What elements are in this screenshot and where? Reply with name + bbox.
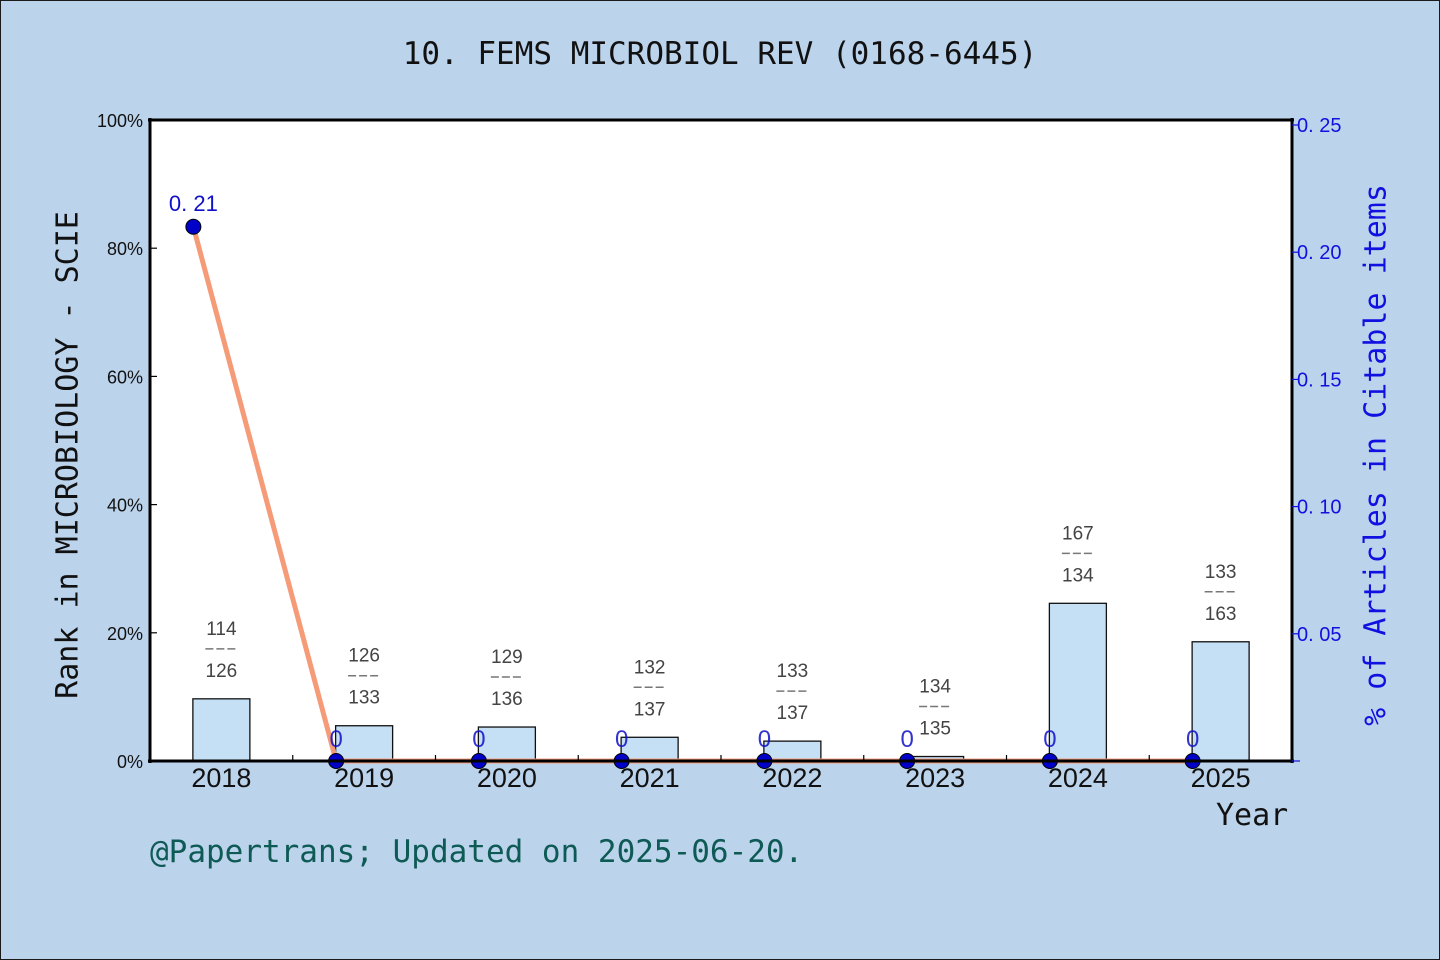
right-tick-label: 0. 10 bbox=[1297, 497, 1341, 519]
right-tick-label: 0. 20 bbox=[1297, 242, 1341, 264]
rank-total: 137 bbox=[634, 699, 666, 720]
rank-total: 137 bbox=[777, 703, 809, 724]
right-tick-label: 0. 25 bbox=[1297, 115, 1341, 137]
bar-2019 bbox=[334, 725, 394, 762]
rank-total: 135 bbox=[919, 719, 951, 740]
left-tick-label: 0% bbox=[117, 752, 143, 772]
x-tick-label: 2019 bbox=[334, 763, 394, 793]
y-axis-left-label: Rank in MICROBIOLOGY - SCIE bbox=[50, 211, 86, 699]
line-value-label: 0 bbox=[329, 726, 342, 753]
rank-total: 126 bbox=[206, 661, 238, 682]
left-tick-label: 100% bbox=[97, 111, 143, 131]
x-axis-label: Year bbox=[1216, 798, 1289, 833]
line-value-label: 0 bbox=[615, 726, 628, 753]
bar-2018 bbox=[192, 698, 251, 762]
rank-labels: 114 126 126 133 129 136 132 137 133 137 134 135 167 1… bbox=[205, 523, 1237, 740]
chart-title: 10. FEMS MICROBIOL REV (0168-6445) bbox=[402, 36, 1038, 72]
line-value-label: 0 bbox=[1186, 726, 1199, 753]
rank-value: 133 bbox=[777, 661, 809, 682]
left-tick-label: 60% bbox=[107, 367, 143, 387]
line-value-label: 0 bbox=[758, 726, 771, 753]
line-value-label: 0 bbox=[472, 726, 485, 753]
x-tick-label: 2023 bbox=[905, 763, 965, 793]
line-marker bbox=[185, 218, 202, 235]
x-axis-ticks: 2018 2019 2020 2021 2022 2023 2024 2025 bbox=[191, 755, 1251, 793]
rank-value: 132 bbox=[634, 657, 666, 678]
x-tick-label: 2018 bbox=[191, 763, 251, 793]
left-tick-label: 80% bbox=[107, 239, 143, 259]
right-tick-label: 0. 15 bbox=[1297, 369, 1341, 391]
rank-total: 133 bbox=[348, 688, 380, 709]
bar-2021 bbox=[620, 736, 679, 762]
plot-area bbox=[150, 120, 1292, 761]
rank-value: 167 bbox=[1062, 523, 1094, 544]
x-tick-label: 2024 bbox=[1048, 763, 1108, 793]
bar-2020 bbox=[477, 726, 537, 762]
y-axis-right-label: % of Articles in Citable items bbox=[1358, 184, 1394, 726]
rank-value: 126 bbox=[348, 646, 380, 667]
footer-credit: @Papertrans; Updated on 2025-06-20. bbox=[150, 834, 804, 870]
rank-total: 163 bbox=[1205, 604, 1237, 625]
rank-value: 133 bbox=[1205, 562, 1237, 583]
rank-total: 136 bbox=[491, 689, 523, 710]
line-value-label: 0. 21 bbox=[169, 191, 218, 216]
left-tick-label: 40% bbox=[107, 496, 143, 516]
line-value-label: 0 bbox=[900, 726, 913, 753]
bar-2024 bbox=[1048, 602, 1108, 762]
bar-2025 bbox=[1191, 641, 1250, 762]
rank-total: 134 bbox=[1062, 565, 1094, 586]
x-tick-label: 2025 bbox=[1191, 763, 1251, 793]
bar-2022 bbox=[763, 740, 822, 762]
x-tick-label: 2022 bbox=[762, 763, 822, 793]
left-tick-label: 20% bbox=[107, 624, 143, 644]
rank-value: 134 bbox=[919, 677, 951, 698]
left-axis-ticks: 0% 20% 40% 60% 80% 100% bbox=[97, 111, 157, 772]
right-tick-label: 0. 05 bbox=[1297, 624, 1341, 646]
line-value-label: 0 bbox=[1043, 726, 1056, 753]
right-axis-ticks: 0. 05 0. 10 0. 15 0. 20 0. 25 bbox=[1292, 115, 1341, 762]
bar-series bbox=[192, 602, 1250, 762]
rank-value: 129 bbox=[491, 647, 523, 668]
x-tick-label: 2021 bbox=[620, 763, 680, 793]
rank-value: 114 bbox=[206, 619, 237, 640]
x-tick-label: 2020 bbox=[477, 763, 537, 793]
